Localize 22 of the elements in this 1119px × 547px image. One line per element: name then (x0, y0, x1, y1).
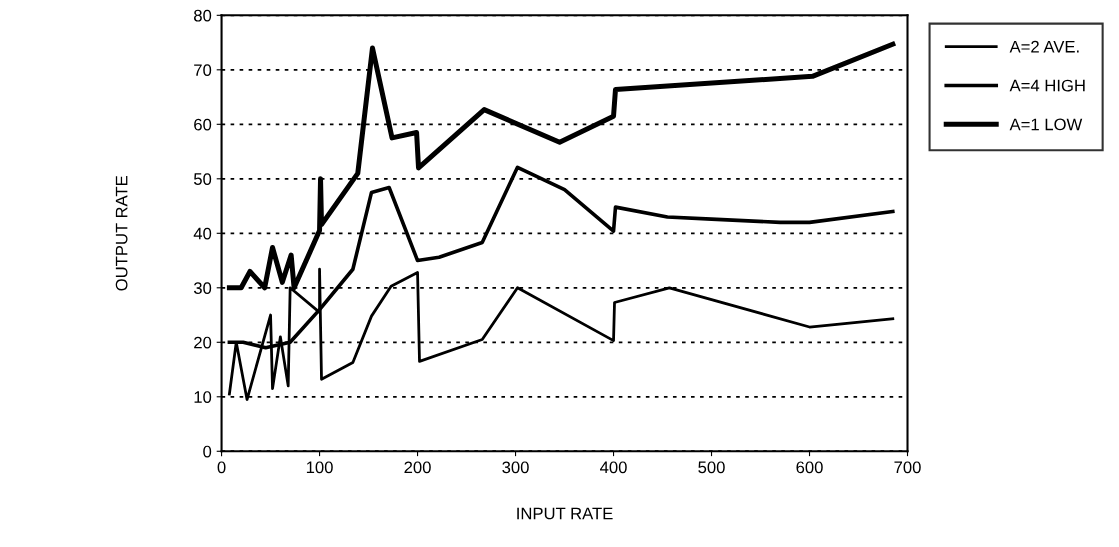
x-tick-label: 700 (894, 461, 921, 474)
legend-label: A=4 HIGH (1009, 79, 1085, 92)
y-tick-label: 10 (194, 391, 212, 403)
x-axis-title: INPUT RATE (517, 507, 613, 520)
x-tick-label: 100 (306, 461, 333, 474)
y-tick-label: 60 (194, 118, 212, 131)
y-tick-label: 80 (194, 9, 212, 22)
y-tick-label: 30 (193, 282, 212, 294)
y-axis-title: OUTPUT RATE (115, 175, 128, 291)
x-tick-label: 300 (502, 461, 529, 474)
y-tick-label: 0 (203, 445, 212, 458)
legend-label: A=1 LOW (1009, 118, 1083, 131)
x-tick-label: 600 (796, 461, 823, 474)
y-tick-label: 20 (194, 336, 212, 349)
legend-label: A=2 AVE. (1009, 40, 1079, 53)
y-tick-label: 50 (193, 173, 212, 185)
y-tick-label: 70 (194, 64, 212, 77)
x-tick-label: 400 (600, 461, 627, 474)
y-tick-label: 40 (193, 227, 212, 240)
x-tick-label: 500 (698, 461, 725, 474)
x-tick-label: 0 (217, 461, 226, 474)
x-tick-label: 200 (404, 461, 431, 474)
